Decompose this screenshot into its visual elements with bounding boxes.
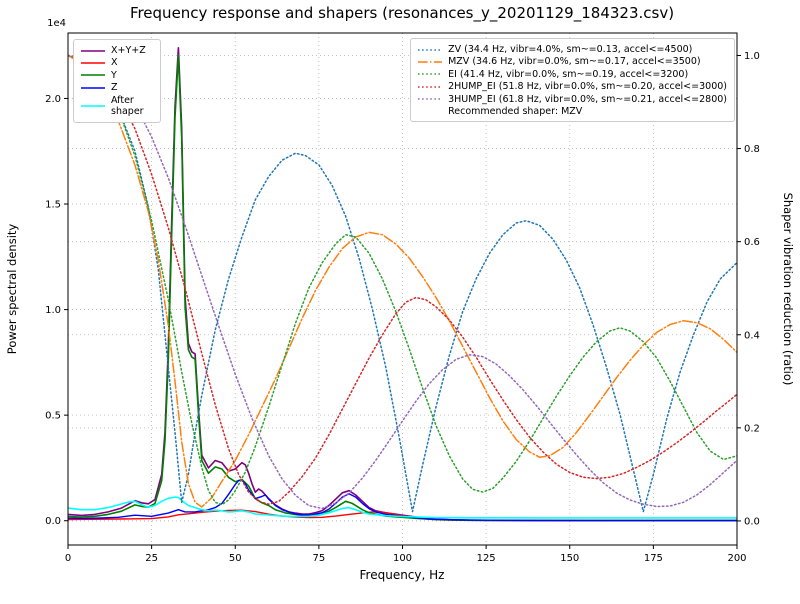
legend-swatch-x <box>81 62 105 64</box>
series-after-shaper <box>68 496 737 519</box>
legend-swatch-mzv <box>418 61 443 63</box>
x-axis-label: Frequency, Hz <box>360 568 445 582</box>
legend-label: 3HUMP_EI (61.8 Hz, vibr=0.0%, sm~=0.21, … <box>448 93 727 105</box>
legend-swatch-3hump_ei <box>418 98 443 101</box>
legend-swatch-2hump_ei <box>418 86 443 88</box>
y-right-tick-label: 0.2 <box>744 423 760 434</box>
y-right-tick-label: 0.6 <box>744 237 760 248</box>
shaper-legend: ZV (34.4 Hz, vibr=4.0%, sm~=0.13, accel<… <box>410 38 735 122</box>
y-left-tick-label: 0.5 <box>45 411 61 422</box>
legend-swatch-z <box>81 87 105 89</box>
legend-label: Y <box>111 69 117 81</box>
legend-item: ZV (34.4 Hz, vibr=4.0%, sm~=0.13, accel<… <box>417 44 727 55</box>
y-right-tick-label: 0.8 <box>744 144 760 155</box>
y-left-axis-label: Power spectral density <box>5 224 19 355</box>
legend-label: X <box>111 57 118 69</box>
x-tick-label: 125 <box>477 553 496 564</box>
legend-label: X+Y+Z <box>111 45 146 56</box>
y-left-tick-label: 1.5 <box>45 200 61 211</box>
y-left-offset-label: 1e4 <box>47 18 66 29</box>
series-3hump-ei <box>68 54 737 510</box>
recommended-shaper-note: Recommended shaper: MZV <box>448 105 583 117</box>
x-tick-label: 100 <box>393 553 412 564</box>
y-right-axis-label: Shaper vibration reduction (ratio) <box>781 193 795 386</box>
y-left-tick-label: 0.0 <box>45 516 61 527</box>
legend-item: 3HUMP_EI (61.8 Hz, vibr=0.0%, sm~=0.21, … <box>417 94 727 105</box>
series-mzv <box>68 54 737 508</box>
curve-layer <box>68 47 737 522</box>
legend-swatch-zv <box>418 48 443 51</box>
legend-item: Y <box>80 70 153 81</box>
x-tick-label: 200 <box>727 553 746 564</box>
psd-legend: X+Y+Z X Y Z After shaper <box>73 39 161 124</box>
x-tick-label: 150 <box>560 553 579 564</box>
x-tick-label: 175 <box>644 553 663 564</box>
legend-item: EI (41.4 Hz, vibr=0.0%, sm~=0.19, accel<… <box>417 69 727 80</box>
x-tick-label: 50 <box>229 553 242 564</box>
legend-swatch-after <box>81 105 105 107</box>
series-ei <box>68 54 737 506</box>
legend-label: 2HUMP_EI (51.8 Hz, vibr=0.0%, sm~=0.20, … <box>448 81 727 93</box>
legend-label: EI (41.4 Hz, vibr=0.0%, sm~=0.19, accel<… <box>448 68 689 80</box>
legend-item: Z <box>80 82 153 93</box>
x-tick-label: 75 <box>313 553 326 564</box>
x-tick-label: 0 <box>65 553 71 564</box>
y-right-tick-label: 0.0 <box>744 516 760 527</box>
legend-swatch-x+y+z <box>81 49 105 52</box>
y-right-tick-label: 0.4 <box>744 330 760 341</box>
chart-title: Frequency response and shapers (resonanc… <box>130 4 674 23</box>
series-z <box>68 479 737 522</box>
legend-label: MZV (34.6 Hz, vibr=0.0%, sm~=0.17, accel… <box>448 56 701 68</box>
series-2hump-ei <box>68 54 737 505</box>
legend-item: X <box>80 57 153 68</box>
legend-swatch-ei <box>418 73 443 76</box>
y-right-tick-label: 1.0 <box>744 51 760 62</box>
legend-swatch-y <box>81 74 105 77</box>
series-zv <box>68 54 737 513</box>
y-left-tick-label: 1.0 <box>45 305 61 316</box>
legend-item: MZV (34.6 Hz, vibr=0.0%, sm~=0.17, accel… <box>417 56 727 67</box>
y-left-tick-label: 2.0 <box>45 94 61 105</box>
legend-label: Z <box>111 82 118 94</box>
legend-item: 2HUMP_EI (51.8 Hz, vibr=0.0%, sm~=0.20, … <box>417 81 727 92</box>
tick-layer: 0 25 50 75 100 125 150 175 200 0.0 0.5 1.0 1.5 2.0 0.0… <box>45 51 760 564</box>
series-x <box>68 509 737 522</box>
legend-label: ZV (34.4 Hz, vibr=4.0%, sm~=0.13, accel<… <box>448 44 693 55</box>
legend-label: After shaper <box>111 94 144 117</box>
legend-item: After shaper <box>80 95 153 118</box>
legend-item: X+Y+Z <box>80 45 153 56</box>
x-tick-label: 25 <box>145 553 158 564</box>
